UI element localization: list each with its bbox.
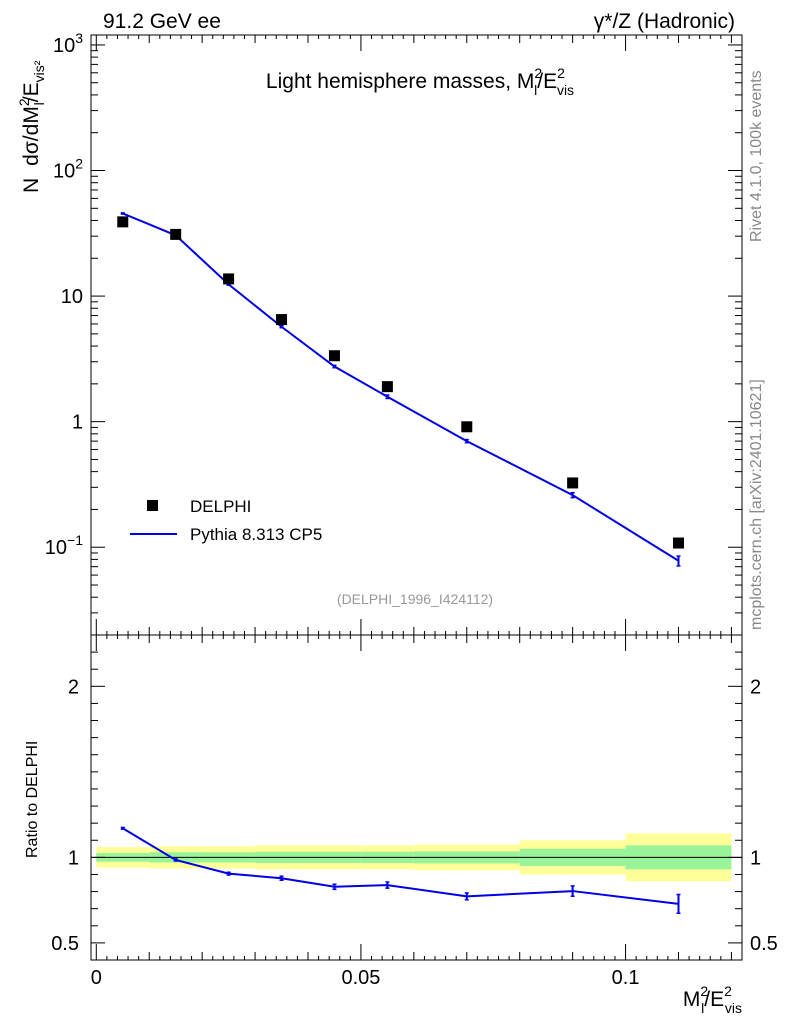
- legend: DELPHI Pythia 8.313 CP5: [130, 497, 322, 544]
- x-axis-label-sub: l: [701, 1000, 704, 1016]
- y-axis-label-sup: 2: [16, 98, 32, 106]
- y-tick-label: 102: [53, 156, 83, 183]
- x-axis-label-m: M: [683, 988, 701, 1011]
- ratio-tick-label-right: 0.5: [750, 933, 778, 955]
- ratio-tick-label-right: 2: [750, 676, 761, 698]
- legend-label-delphi: DELPHI: [190, 497, 251, 516]
- chart-title-sub2: vis: [557, 82, 574, 98]
- y-tick-label: 103: [53, 30, 83, 57]
- y-tick-label-base: 10: [45, 537, 67, 559]
- x-tick-label: 0.1: [612, 967, 640, 989]
- ratio-panel: 0.5 0.5 1 1 2 2 0 0.05 0.1: [51, 634, 778, 989]
- x-axis-label-sup2: 2: [724, 983, 732, 999]
- x-axis-label-sup: 2: [700, 983, 708, 999]
- y-tick-label: 1: [72, 412, 83, 434]
- legend-marker-delphi: [147, 500, 158, 511]
- energy-label: 91.2 GeV ee: [103, 10, 221, 33]
- data-point: [381, 381, 393, 393]
- x-tick-label: 0: [91, 967, 102, 989]
- x-axis-label-slash: /E: [704, 988, 724, 1011]
- process-label: γ*/Z (Hadronic): [594, 10, 735, 33]
- y-tick-label: 10: [61, 286, 83, 308]
- data-point: [328, 350, 340, 362]
- y-axis-label: Ndσ/dM2l/Evis²: [16, 60, 47, 193]
- data-point: [117, 216, 129, 228]
- x-axis-label: M2 l/E2 vis: [683, 983, 742, 1016]
- y-tick-label-exp: 3: [75, 30, 83, 46]
- y-axis-label-expr: dσ/dM: [20, 106, 43, 166]
- main-panel: [90, 34, 743, 636]
- data-point: [276, 314, 288, 326]
- rivet-label: Rivet 4.1.0, 100k events: [748, 70, 765, 242]
- ratio-tick-label-right: 1: [750, 847, 761, 869]
- main-frame: [90, 34, 743, 636]
- y-tick-label: 10−1: [45, 532, 83, 559]
- y-axis-label-n: N: [20, 178, 43, 193]
- data-point: [223, 273, 235, 285]
- y-tick-label-exp: −1: [67, 532, 83, 548]
- chart-title-slash: /E: [537, 70, 557, 93]
- analysis-id: (DELPHI_1996_I424112): [337, 591, 493, 607]
- ratio-frame-box: [90, 634, 743, 961]
- y-tick-label-base: 10: [61, 286, 83, 308]
- chart-title-sub: l: [534, 82, 537, 98]
- main-series: [117, 212, 684, 567]
- chart-title-sup2: 2: [557, 65, 565, 81]
- legend-label-pythia: Pythia 8.313 CP5: [190, 525, 322, 544]
- ratio-tick-label-left: 0.5: [51, 933, 79, 955]
- mcplots-label: mcplots.cern.ch [arXiv:2401.10621]: [748, 379, 765, 630]
- ratio-tick-label-left: 1: [68, 847, 79, 869]
- y-tick-label-exp: 2: [75, 156, 83, 172]
- data-point: [672, 537, 684, 549]
- y-tick-label-base: 1: [72, 412, 83, 434]
- y-tick-label-base: 10: [53, 35, 75, 57]
- y-tick-label-base: 10: [53, 161, 75, 183]
- y-axis-label-slash: /E: [20, 82, 43, 102]
- ratio-tick-label-left: 2: [68, 676, 79, 698]
- chart-title-main: Light hemisphere masses, M: [266, 70, 534, 93]
- data-point: [567, 477, 579, 489]
- chart-title: Light hemisphere masses, M2 l/E2 vis: [266, 65, 574, 98]
- chart-title-sup: 2: [534, 65, 542, 81]
- ratio-y-label: Ratio to DELPHI: [24, 741, 41, 858]
- x-tick-label: 0.05: [341, 967, 380, 989]
- x-axis-label-sub2: vis: [725, 1000, 742, 1016]
- data-point: [461, 421, 473, 433]
- data-point: [170, 228, 182, 240]
- ratio-series: [120, 826, 681, 915]
- y-axis-label-sub2: vis²: [31, 60, 47, 82]
- y-axis-label-sub: l: [31, 102, 47, 105]
